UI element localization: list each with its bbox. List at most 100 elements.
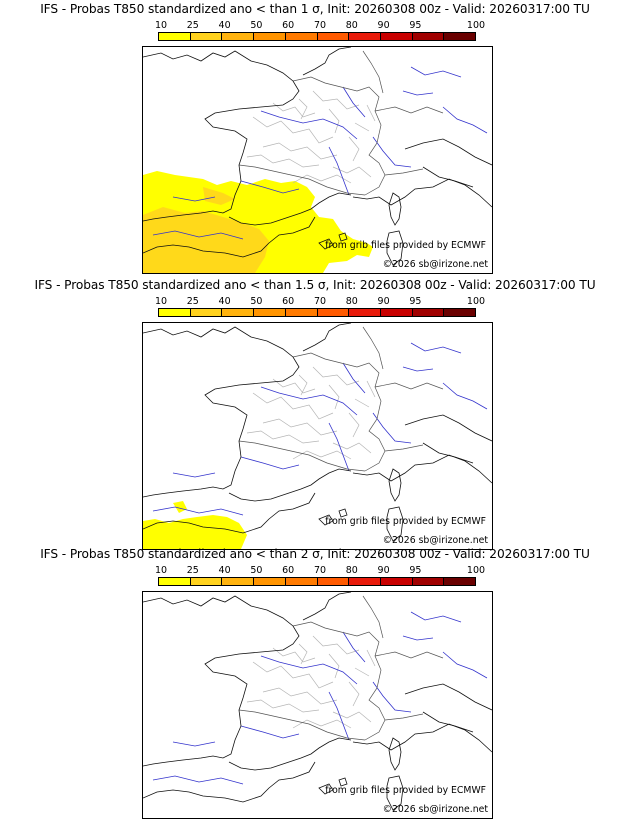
colorbar xyxy=(158,308,476,317)
coastline xyxy=(404,138,492,188)
admin-boundary xyxy=(262,687,338,705)
colorbar-tick-label: 100 xyxy=(466,296,486,307)
panel-title: IFS - Probas T850 standardized ano < tha… xyxy=(34,278,596,292)
source-credit: from grib files provided by ECMWF xyxy=(325,240,486,251)
colorbar xyxy=(158,32,476,41)
admin-boundary xyxy=(252,661,334,689)
colorbar-segment xyxy=(254,33,286,40)
colorbar-tick-label: 80 xyxy=(345,296,358,307)
river xyxy=(342,362,366,394)
colorbar-segment xyxy=(317,309,350,316)
panel-title: IFS - Probas T850 standardized ano < tha… xyxy=(40,547,590,561)
river xyxy=(402,90,434,96)
probability-map xyxy=(143,47,492,273)
colorbar-segment xyxy=(285,309,318,316)
river xyxy=(240,456,300,470)
river xyxy=(172,741,216,747)
colorbar-tick-label: 90 xyxy=(377,565,390,576)
river xyxy=(172,196,216,202)
colorbar-segment xyxy=(159,309,191,316)
probability-map xyxy=(143,323,492,549)
river xyxy=(402,366,434,372)
colorbar-tick-label: 90 xyxy=(377,20,390,31)
colorbar-segment xyxy=(285,578,318,585)
coastline xyxy=(143,326,300,498)
river xyxy=(410,342,462,354)
colorbar-segment xyxy=(444,309,476,316)
country-border xyxy=(374,651,444,659)
colorbar-segment xyxy=(254,309,286,316)
coastline xyxy=(302,323,492,484)
river xyxy=(402,635,434,641)
admin-boundary xyxy=(252,116,334,144)
colorbar-tick-label: 70 xyxy=(313,20,327,31)
admin-boundary xyxy=(312,90,360,110)
admin-boundary xyxy=(298,643,360,707)
admin-boundary xyxy=(262,142,338,160)
river xyxy=(442,106,488,134)
colorbar-tick-label: 50 xyxy=(250,20,263,31)
admin-boundary xyxy=(252,392,334,420)
colorbar-segment xyxy=(380,309,413,316)
admin-boundary xyxy=(298,98,360,162)
colorbar-segment xyxy=(317,578,350,585)
coastline xyxy=(143,216,316,258)
admin-boundary xyxy=(246,430,320,444)
colorbar-segment xyxy=(254,578,286,585)
colorbar-segment xyxy=(349,33,381,40)
colorbar-tick-label: 10 xyxy=(154,296,168,307)
coastline xyxy=(228,737,352,771)
river xyxy=(372,412,412,444)
country-border xyxy=(292,76,386,196)
map-frame: from grib files provided by ECMWF ©2026 … xyxy=(142,322,493,550)
colorbar xyxy=(158,577,476,586)
colorbar-tick-label: 10 xyxy=(154,20,168,31)
river xyxy=(342,631,366,663)
colorbar-tick-label: 95 xyxy=(409,20,422,31)
colorbar-segment xyxy=(285,33,318,40)
river xyxy=(372,681,412,713)
country-border xyxy=(362,595,384,639)
island-outline xyxy=(318,777,348,795)
colorbar-tick-label: 90 xyxy=(377,296,390,307)
river xyxy=(260,386,358,416)
colorbar-tick-label: 40 xyxy=(218,20,231,31)
river xyxy=(240,725,300,739)
coastline xyxy=(302,47,492,208)
coastline xyxy=(143,595,300,767)
admin-boundary xyxy=(246,699,320,713)
colorbar-segment xyxy=(190,309,223,316)
map-panel-3: IFS - Probas T850 standardized ano < tha… xyxy=(0,545,630,821)
river xyxy=(442,382,488,410)
country-border xyxy=(362,326,384,370)
map-panel-1: IFS - Probas T850 standardized ano < tha… xyxy=(0,0,630,276)
country-border xyxy=(374,106,444,114)
colorbar-segment xyxy=(444,578,476,585)
colorbar-tick-label: 80 xyxy=(345,20,358,31)
river xyxy=(152,775,244,785)
colorbar-tick-label: 50 xyxy=(250,565,263,576)
country-border xyxy=(292,621,386,741)
map-frame: from grib files provided by ECMWF ©2026 … xyxy=(142,591,493,819)
admin-boundary xyxy=(312,366,360,386)
river xyxy=(442,651,488,679)
coastline xyxy=(143,492,316,534)
colorbar-tick-label: 70 xyxy=(313,565,327,576)
coastline xyxy=(228,192,352,226)
probability-area xyxy=(173,501,187,513)
colorbar-tick-label: 50 xyxy=(250,296,263,307)
country-border xyxy=(238,164,366,196)
river xyxy=(260,110,358,140)
admin-boundary xyxy=(246,154,320,168)
colorbar-tick-label: 40 xyxy=(218,565,231,576)
colorbar-segment xyxy=(190,578,223,585)
copyright-credit: ©2026 sb@irizone.net xyxy=(382,259,488,270)
river xyxy=(342,86,366,118)
admin-boundary xyxy=(312,635,360,655)
river xyxy=(328,691,350,741)
colorbar-segment xyxy=(412,578,445,585)
colorbar-segment xyxy=(159,33,191,40)
river xyxy=(328,146,350,196)
colorbar-segment xyxy=(349,578,381,585)
country-border xyxy=(384,444,424,452)
